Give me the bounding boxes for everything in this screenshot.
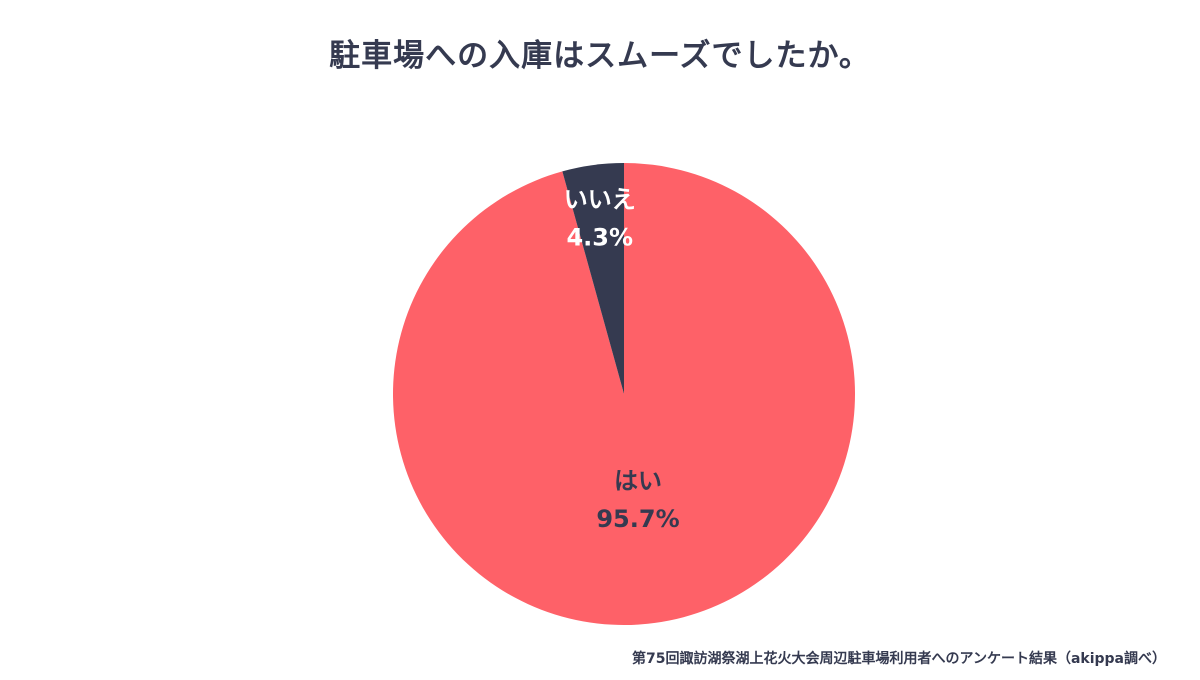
chart-title: 駐車場への入庫はスムーズでしたか。 [329, 38, 871, 74]
slice-label-1: いいえ [564, 185, 636, 213]
source-note: 第75回諏訪湖祭湖上花火大会周辺駐車場利用者へのアンケート結果（akippa調べ… [632, 651, 1166, 667]
slice-value-1: 4.3% [566, 223, 633, 251]
pie-slice-1 [562, 163, 624, 394]
slice-value-0: 95.7% [596, 505, 679, 533]
pie-slice-0 [393, 163, 856, 626]
slice-label-0: はい [614, 467, 662, 495]
